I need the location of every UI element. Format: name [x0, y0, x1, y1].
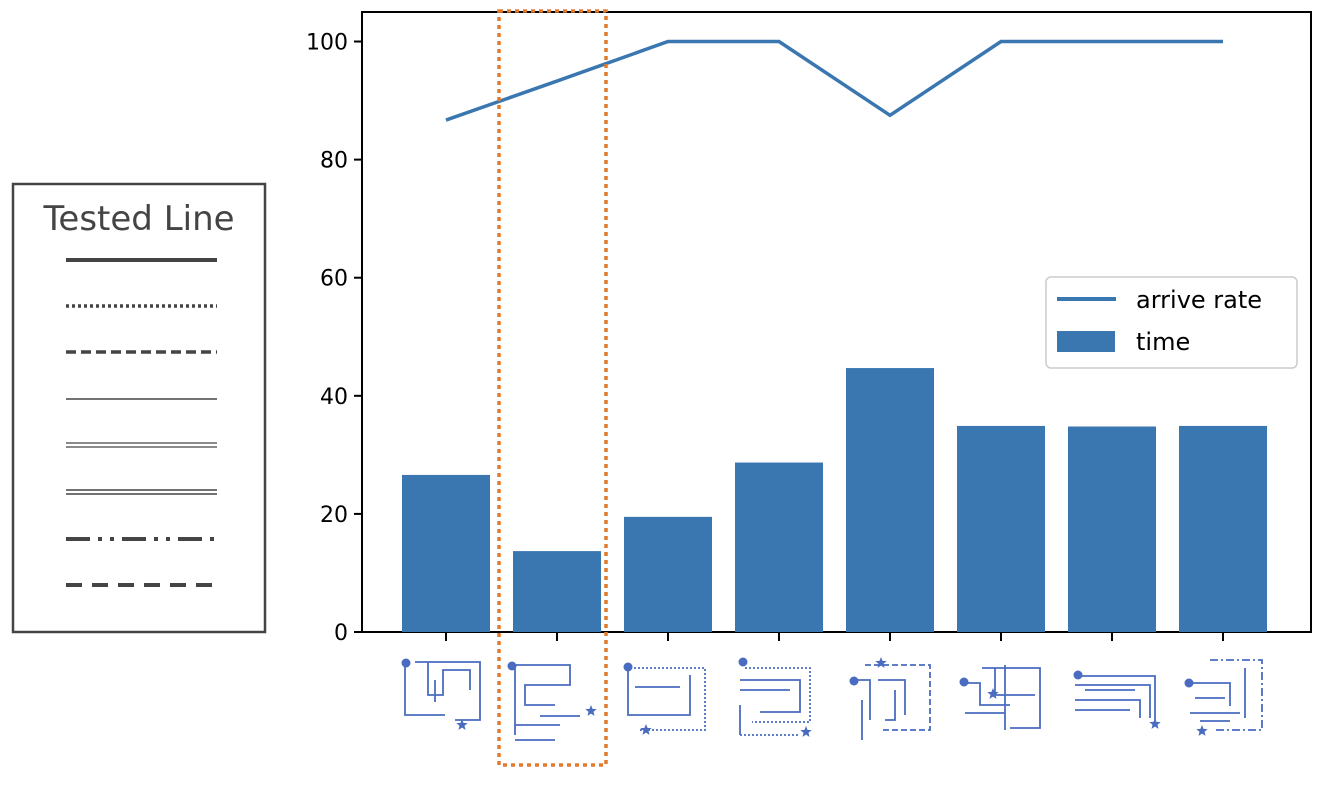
maze-path — [1075, 684, 1151, 718]
maze-goal-star-icon — [800, 726, 812, 737]
bar-time — [1179, 425, 1267, 632]
line-arrive-rate — [445, 39, 1223, 122]
maze-goal-star-icon — [987, 688, 999, 699]
maze-path — [982, 667, 1041, 729]
maze-path — [510, 664, 571, 706]
y-tick-label: 0 — [334, 621, 348, 646]
bar-time — [624, 516, 712, 632]
maze-path — [404, 665, 445, 716]
maze-start-dot — [623, 662, 633, 672]
maze-goal-star-icon — [1196, 725, 1208, 736]
maze-start-dot — [1184, 678, 1194, 688]
maze-start-dot — [401, 658, 411, 668]
legend-bar-swatch — [1057, 331, 1115, 352]
y-tick-label: 20 — [320, 503, 348, 528]
y-tick-label: 60 — [320, 267, 348, 292]
maze-path — [858, 679, 871, 720]
bar-time — [957, 425, 1045, 632]
maze-start-dot — [849, 676, 859, 686]
bar-time — [1068, 426, 1156, 632]
maze-icon — [507, 661, 597, 741]
maze-path — [745, 667, 811, 723]
highlight-box — [497, 9, 608, 767]
maze-start-dot — [507, 661, 517, 671]
maze-path — [994, 668, 1035, 696]
maze-path — [885, 690, 896, 721]
maze-icon — [1184, 659, 1263, 736]
legend-label-time: time — [1136, 328, 1190, 356]
tested-line-legend-frame — [11, 182, 267, 634]
bar-series — [402, 368, 1267, 632]
maze-icon — [959, 665, 1041, 730]
maze-icon — [1073, 670, 1161, 729]
plot-frame — [361, 11, 1312, 633]
maze-path — [1075, 699, 1141, 718]
y-tick-label: 100 — [306, 31, 348, 56]
maze-icon — [849, 657, 931, 740]
x-category-icons — [401, 657, 1263, 741]
maze-icon — [738, 657, 812, 737]
maze-path — [865, 664, 931, 731]
bar-time — [513, 551, 601, 632]
bar-time — [846, 368, 934, 632]
maze-start-dot — [738, 657, 748, 667]
bar-time — [402, 474, 490, 632]
maze-path — [427, 662, 471, 696]
maze-path — [740, 679, 801, 713]
y-tick-label: 80 — [320, 149, 348, 174]
maze-start-dot — [959, 677, 969, 687]
x-axis — [445, 632, 1224, 641]
maze-start-dot — [1073, 670, 1083, 680]
maze-path — [1210, 659, 1263, 731]
maze-path — [630, 667, 706, 731]
maze-goal-star-icon — [1149, 718, 1161, 729]
maze-icon — [401, 658, 481, 730]
maze-path — [965, 682, 1010, 706]
maze-goal-star-icon — [456, 719, 468, 730]
line-series — [445, 39, 1223, 122]
maze-path — [627, 668, 691, 716]
maze-path — [415, 661, 481, 721]
maze-icon — [623, 662, 706, 735]
plot-area: 0 20 40 60 80 100 arrive rate time — [306, 11, 1312, 646]
tested-line-legend-title: Tested Line — [42, 199, 234, 239]
y-tick-label: 40 — [320, 385, 348, 410]
maze-goal-star-icon — [875, 657, 887, 668]
maze-goal-star-icon — [640, 724, 652, 735]
maze-path — [878, 679, 906, 715]
maze-goal-star-icon — [585, 705, 597, 716]
y-axis: 0 20 40 60 80 100 — [306, 31, 362, 646]
series-legend: arrive rate time — [1045, 276, 1298, 369]
maze-path — [1080, 675, 1156, 720]
tested-line-legend: Tested Line — [11, 182, 267, 634]
tested-line-samples — [66, 258, 217, 587]
legend-label-arrive-rate: arrive rate — [1136, 286, 1262, 314]
bar-time — [735, 462, 823, 632]
maze-path — [1192, 682, 1231, 706]
